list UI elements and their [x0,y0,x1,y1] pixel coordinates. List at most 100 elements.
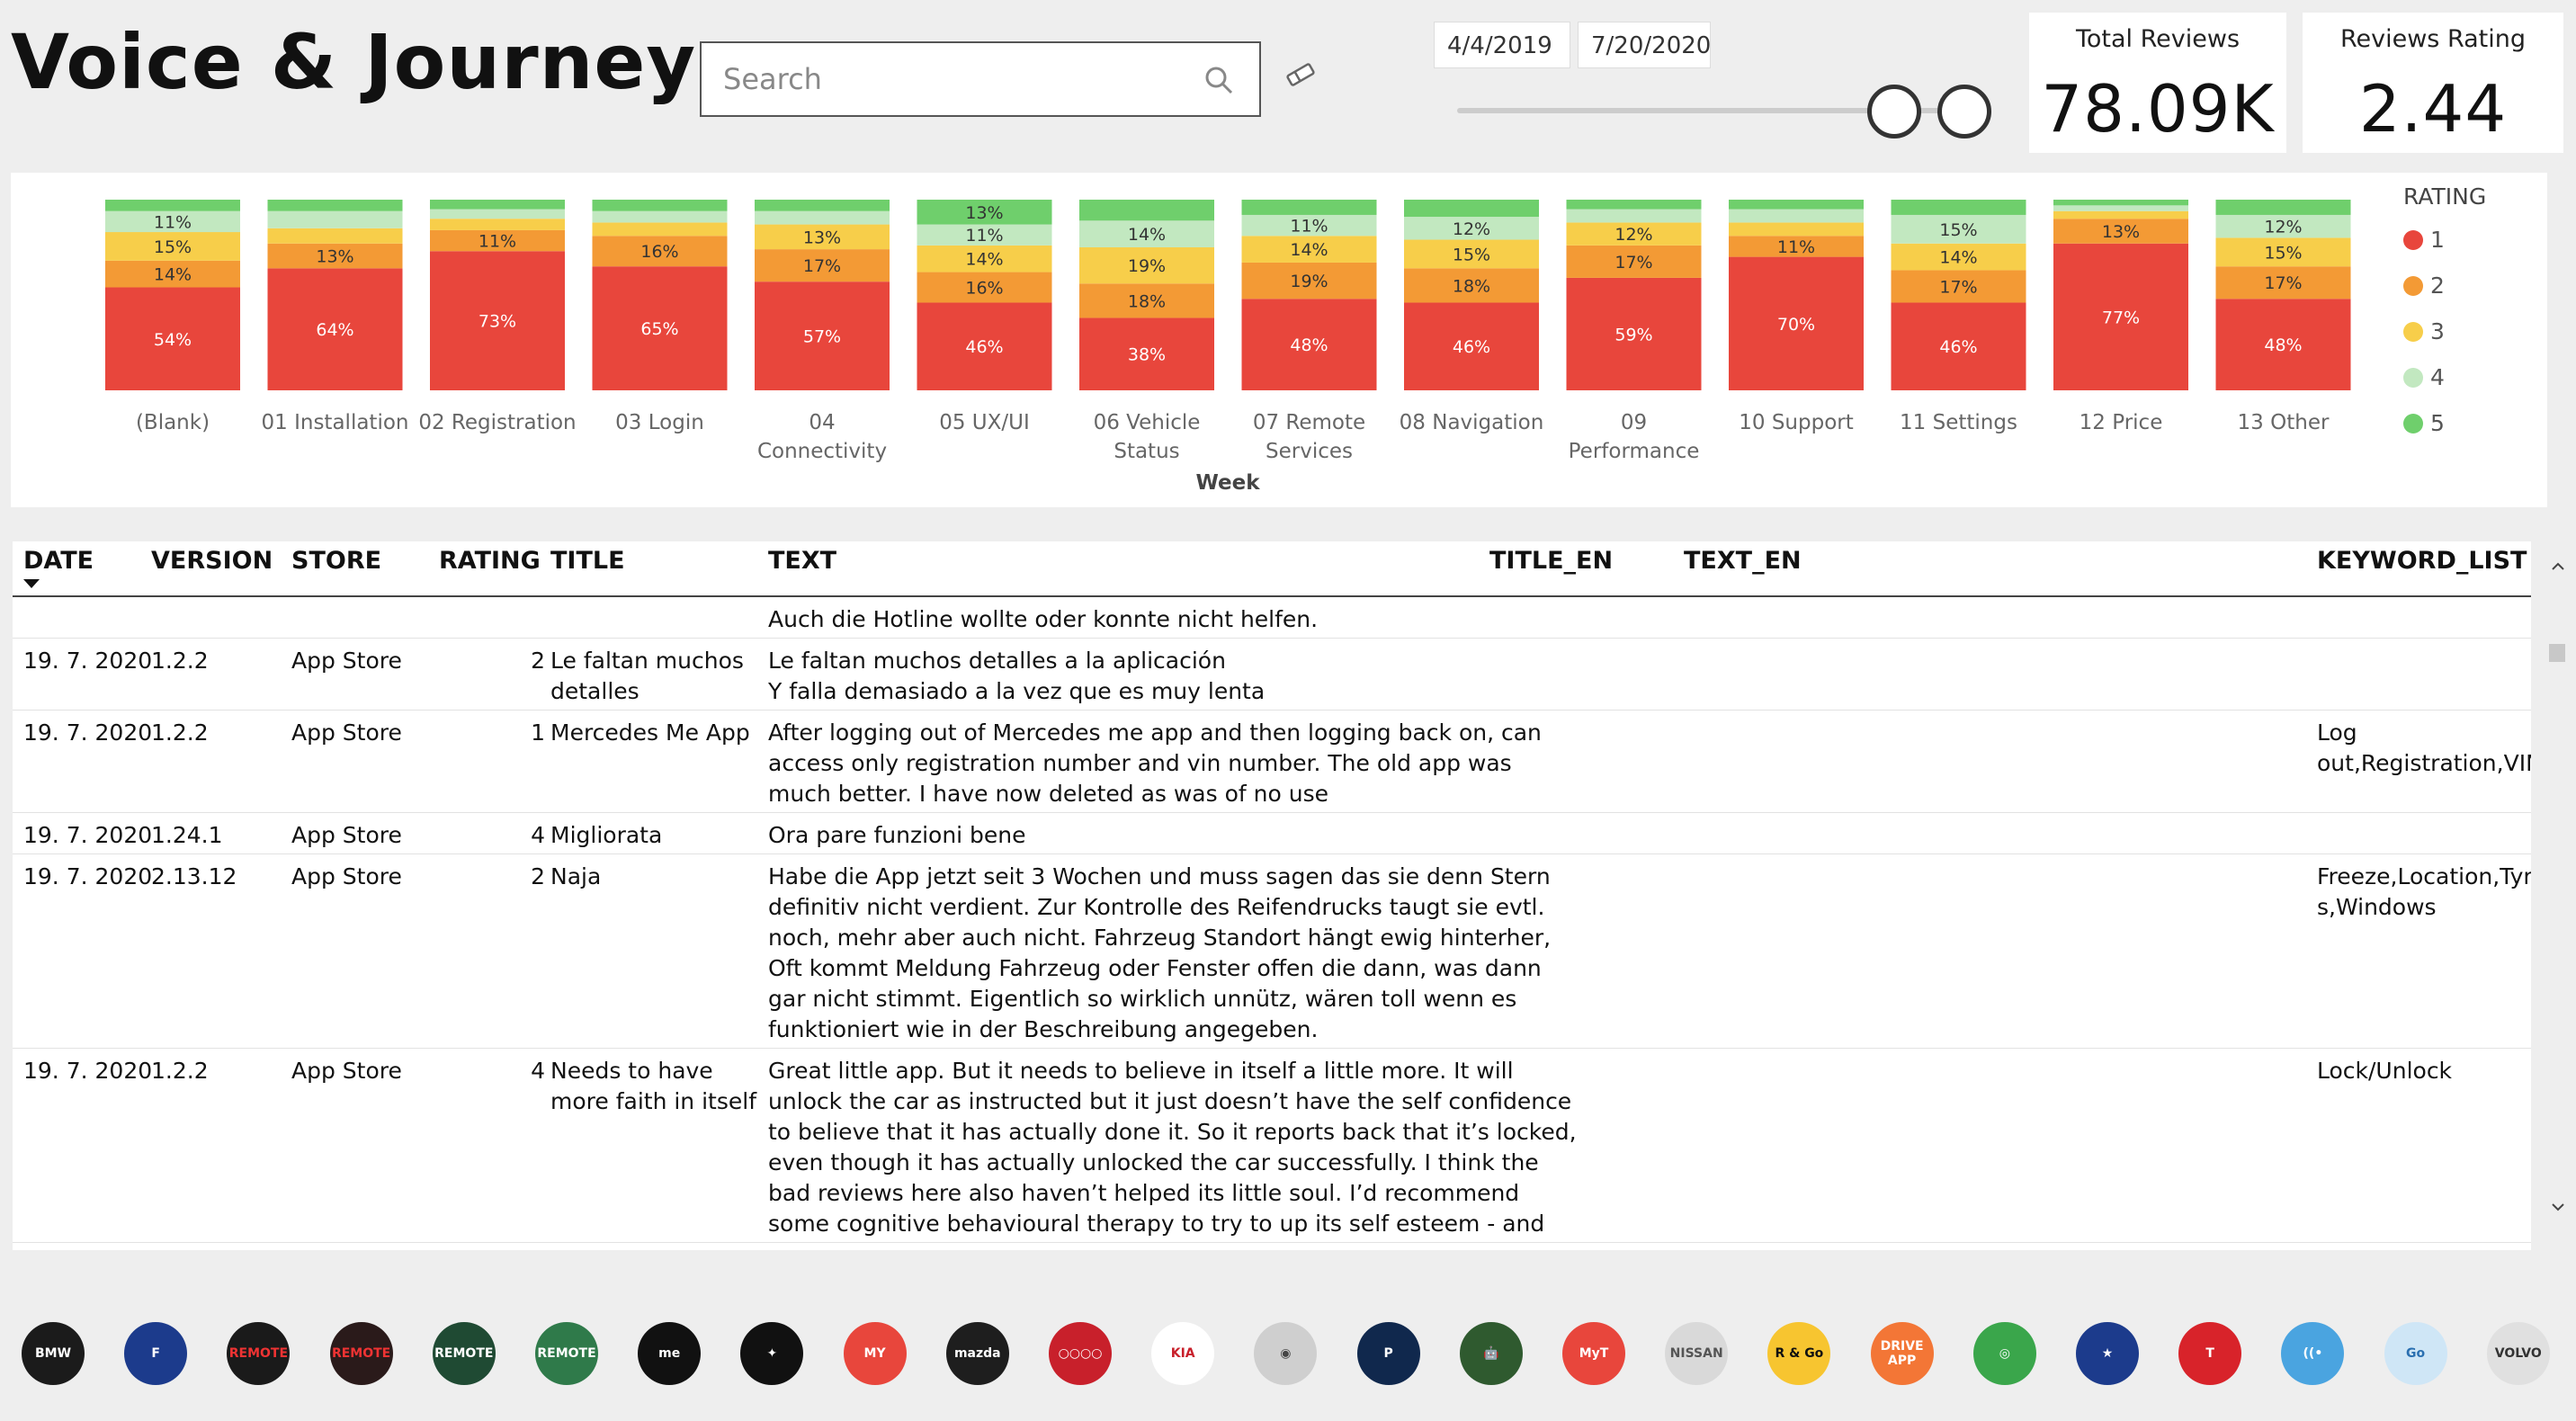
search-icon[interactable] [1203,65,1234,95]
bar-segment-1-rating-2[interactable] [105,260,240,288]
bar-segment-2-rating-2[interactable] [267,243,403,269]
column-header-title-en[interactable]: TITLE_EN [1489,547,1614,575]
bar-segment-5-rating-3[interactable] [755,224,890,250]
bar-segment-5-rating-1[interactable] [755,282,890,390]
legend-item-2[interactable]: 2 [2403,263,2486,308]
android-app-icon[interactable]: 🤖 [1459,1322,1523,1385]
volvo-app-icon[interactable]: VOLVO [2486,1322,2550,1385]
bar-segment-13-rating-4[interactable] [2053,205,2188,211]
tesla-app-icon[interactable]: T [2178,1322,2242,1385]
column-header-text-en[interactable]: TEXT_EN [1684,547,1802,575]
table-row[interactable]: 19. 7. 2020 1.2.2 App Store 2 Le faltan much… [13,639,2531,710]
bar-segment-14-rating-4[interactable] [2215,214,2351,238]
seat-drive-app-icon[interactable]: DRIVE APP [1870,1322,1934,1385]
bar-segment-11-rating-4[interactable] [1729,209,1864,223]
mercedes-me-app-icon[interactable]: me [638,1322,702,1385]
bar-segment-11-rating-5[interactable] [1729,200,1864,210]
bar-segment-7-rating-4[interactable] [1079,220,1214,247]
bar-segment-2-rating-5[interactable] [267,200,403,211]
bar-segment-13-rating-5[interactable] [2053,200,2188,206]
connect-app-icon[interactable]: ◎ [1972,1322,2036,1385]
my-toyota-app-icon[interactable]: MyT [1562,1322,1625,1385]
ford-app-icon[interactable]: F [124,1322,188,1385]
bar-segment-6-rating-4[interactable] [917,224,1052,246]
bar-segment-7-rating-5[interactable] [1079,200,1214,221]
land-rover-remote-app-icon[interactable]: REMOTE [432,1322,496,1385]
bar-segment-5-rating-5[interactable] [755,200,890,211]
bmw-app-icon[interactable]: BMW [22,1322,85,1385]
land-rover-remote-2-app-icon[interactable]: REMOTE [535,1322,598,1385]
bar-segment-10-rating-2[interactable] [1566,245,1702,278]
bar-segment-3-rating-4[interactable] [430,209,565,219]
bar-segment-9-rating-3[interactable] [1404,239,1539,269]
citroen-app-icon[interactable]: ◉ [1254,1322,1318,1385]
mercedes-app-icon[interactable]: ✦ [740,1322,804,1385]
bar-segment-1-rating-5[interactable] [105,200,240,211]
nissan-app-icon[interactable]: NISSAN [1665,1322,1729,1385]
search-input[interactable] [723,43,1191,115]
bar-segment-1-rating-1[interactable] [105,287,240,390]
date-start-input[interactable]: 4/4/2019 [1434,22,1570,68]
bar-segment-11-rating-2[interactable] [1729,236,1864,257]
bar-segment-14-rating-3[interactable] [2215,237,2351,267]
bar-segment-4-rating-4[interactable] [592,210,728,223]
date-end-input[interactable]: 7/20/2020 [1578,22,1711,68]
column-header-rating[interactable]: RATING [439,547,541,575]
scroll-up-icon[interactable] [2549,558,2567,576]
bar-segment-10-rating-5[interactable] [1566,200,1702,210]
vw-go-app-icon[interactable]: Go [2384,1322,2447,1385]
bar-segment-11-rating-1[interactable] [1729,256,1864,390]
table-row-partial[interactable]: Auch die Hotline wollte oder konnte nich… [13,597,2531,639]
table-row[interactable]: 19. 7. 2020 1.2.2 App Store 4 Needs to have m… [13,1049,2531,1243]
bar-segment-9-rating-4[interactable] [1404,217,1539,240]
mazda-app-icon[interactable]: mazda [945,1322,1009,1385]
bar-segment-12-rating-1[interactable] [1891,302,2026,390]
bar-segment-7-rating-2[interactable] [1079,283,1214,318]
legend-item-3[interactable]: 3 [2403,308,2486,354]
bar-segment-9-rating-1[interactable] [1404,302,1539,390]
my-app-icon[interactable]: MY [843,1322,907,1385]
bar-segment-10-rating-1[interactable] [1566,277,1702,390]
volvo-on-call-app-icon[interactable]: ((• [2281,1322,2345,1385]
bar-segment-2-rating-1[interactable] [267,268,403,390]
bar-segment-12-rating-3[interactable] [1891,243,2026,271]
date-slider-end-handle[interactable] [1937,85,1991,139]
bar-segment-6-rating-1[interactable] [917,302,1052,390]
scrollbar-thumb[interactable] [2549,644,2565,662]
column-header-keyword-list[interactable]: KEYWORD_LIST [2317,547,2527,575]
bar-segment-4-rating-2[interactable] [592,236,728,267]
legend-item-1[interactable]: 1 [2403,217,2486,263]
date-slider-track[interactable] [1457,108,1979,113]
column-header-text[interactable]: TEXT [768,547,837,575]
renault-rgo-app-icon[interactable]: R & Go [1767,1322,1831,1385]
bar-segment-8-rating-2[interactable] [1241,262,1377,299]
bar-segment-3-rating-5[interactable] [430,200,565,210]
bar-segment-3-rating-1[interactable] [430,251,565,390]
kia-app-icon[interactable]: KIA [1151,1322,1215,1385]
column-header-store[interactable]: STORE [291,547,382,575]
bar-segment-14-rating-2[interactable] [2215,266,2351,299]
bar-segment-13-rating-2[interactable] [2053,219,2188,244]
table-row[interactable]: 19. 7. 2020 2.13.12 App Store 2 Naja Habe die… [13,854,2531,1049]
bar-segment-14-rating-5[interactable] [2215,200,2351,215]
date-slider-start-handle[interactable] [1867,85,1921,139]
bar-segment-7-rating-1[interactable] [1079,317,1214,390]
bar-segment-13-rating-3[interactable] [2053,210,2188,219]
bar-segment-1-rating-3[interactable] [105,232,240,261]
bar-segment-3-rating-2[interactable] [430,229,565,252]
bar-segment-1-rating-4[interactable] [105,210,240,233]
bar-segment-2-rating-4[interactable] [267,210,403,228]
jaguar-remote-2-app-icon[interactable]: REMOTE [329,1322,393,1385]
bar-segment-10-rating-4[interactable] [1566,209,1702,223]
table-row[interactable]: 19. 7. 2020 1.2.2 App Store 1 Mercedes Me Ap… [13,710,2531,813]
bar-segment-8-rating-5[interactable] [1241,200,1377,215]
bar-segment-12-rating-5[interactable] [1891,200,2026,215]
bar-segment-6-rating-5[interactable] [917,200,1052,225]
bar-segment-11-rating-3[interactable] [1729,222,1864,237]
bar-segment-3-rating-3[interactable] [430,219,565,230]
bar-segment-13-rating-1[interactable] [2053,243,2188,390]
column-header-version[interactable]: VERSION [151,547,273,575]
legend-item-4[interactable]: 4 [2403,354,2486,400]
bar-segment-10-rating-3[interactable] [1566,222,1702,246]
bar-segment-2-rating-3[interactable] [267,228,403,244]
